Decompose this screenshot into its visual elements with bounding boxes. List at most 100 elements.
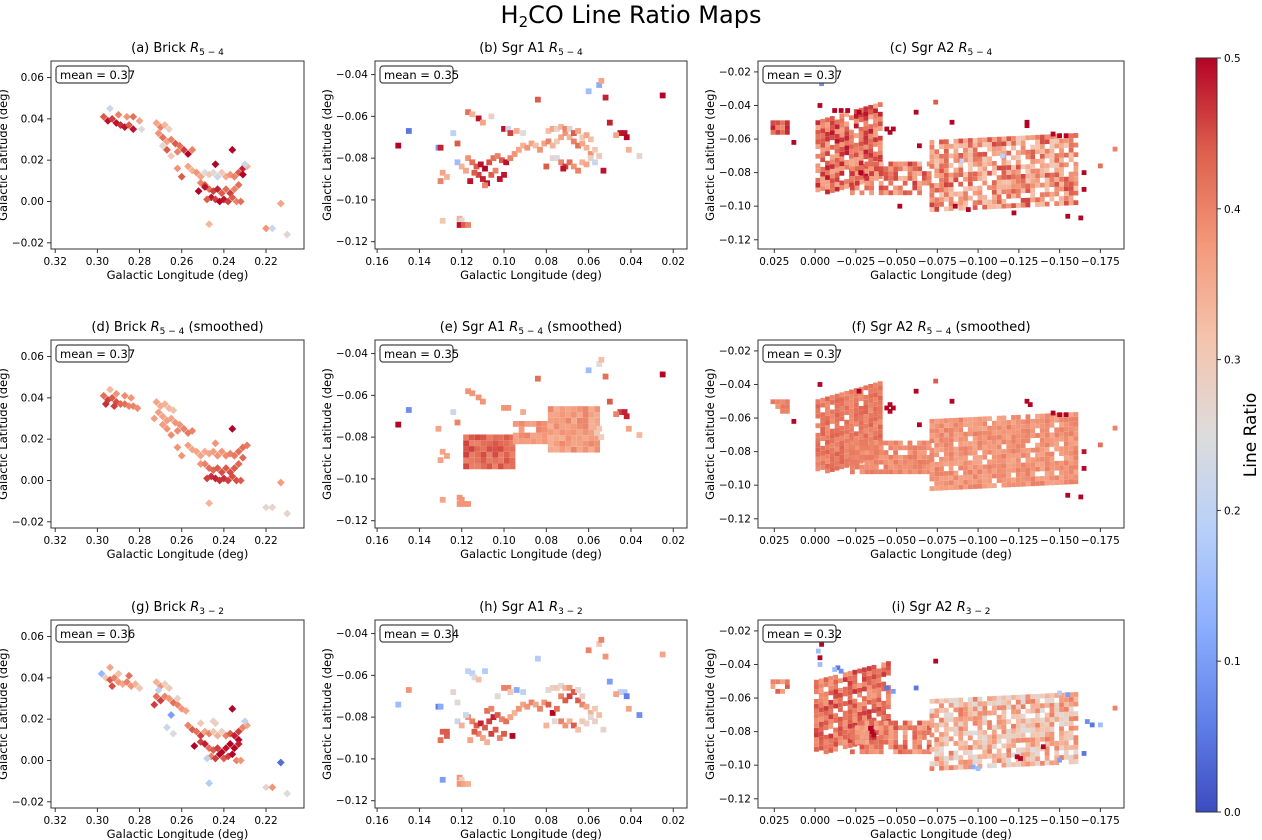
data-pixel [907,171,913,176]
data-pixel [820,147,826,153]
x-tick-label: 0.08 [535,815,558,827]
data-pixel [953,148,959,154]
data-pixel [926,720,932,726]
data-pixel [854,459,860,465]
data-pixel [222,464,230,472]
data-pixel [858,429,864,435]
data-pixel [213,731,222,740]
data-pixel [137,125,146,134]
data-pixel [934,756,940,762]
data-pixel [1030,481,1036,487]
data-pixel [820,152,826,158]
data-pixel [1059,726,1064,732]
data-pixel [818,702,824,708]
data-pixel [823,734,829,740]
data-pixel [948,163,954,168]
data-pixel [929,207,935,212]
data-pixel [1073,440,1079,446]
data-pixel [219,754,228,763]
data-pixel [477,720,484,727]
data-pixel [1006,169,1012,175]
data-pixel [173,164,182,173]
data-pixel [893,445,898,451]
data-pixel [1039,197,1045,202]
data-pixel [948,726,954,732]
data-pixel [1039,192,1045,198]
data-pixel [902,744,908,750]
data-pixel [1015,414,1021,420]
data-pixel [876,673,882,679]
data-pixel [1015,188,1021,194]
y-tick-label: 0.04 [21,672,45,684]
data-pixel [842,691,848,697]
data-pixel [834,446,840,452]
data-pixel [859,190,865,196]
panel-title-ratio: R [958,41,967,56]
data-pixel [1078,494,1084,500]
data-pixel [948,470,954,476]
data-pixel [503,718,510,725]
data-pixel [1030,703,1036,709]
data-pixel [934,168,940,174]
data-pixel [991,184,997,190]
x-tick-label: 0.24 [212,535,236,547]
data-pixel [201,740,209,748]
data-pixel [1068,692,1074,698]
data-pixel [967,186,973,191]
data-pixel [847,695,853,700]
data-pixel [1035,139,1040,145]
data-pixel [869,440,874,446]
data-pixel [972,421,978,427]
data-pixel [934,182,940,188]
axes-frame [50,619,305,809]
data-pixel [534,655,541,662]
mean-text: mean = 0.37 [60,347,135,361]
data-pixel [977,696,983,702]
data-pixel [1063,436,1069,442]
data-pixel [1059,167,1064,173]
data-pixel [1039,413,1045,419]
data-pixel [780,399,785,405]
data-pixel [1059,427,1064,432]
data-pixel [120,123,129,132]
data-pixel [963,702,968,707]
x-tick-label: −0.150 [1040,815,1079,827]
y-tick-label: 0.00 [21,196,44,208]
data-pixel [520,689,526,695]
data-pixel [1097,442,1103,448]
data-pixel [987,749,992,754]
data-pixel [579,693,586,700]
data-pixel [479,119,486,126]
data-pixel [228,145,237,154]
data-pixel [991,189,997,195]
data-pixel [582,411,589,418]
data-pixel [943,760,949,766]
data-pixel [934,423,940,429]
data-pixel [814,698,819,704]
data-pixel [863,414,869,419]
mean-annotation: mean = 0.35 [379,344,459,363]
data-pixel [987,753,992,759]
panel-title-ratio-sub: 3 − 2 [966,607,991,617]
data-pixel [1020,752,1026,758]
data-pixel [987,146,992,152]
data-pixel [509,457,516,464]
data-pixel [849,454,855,460]
data-pixel [1068,176,1074,182]
panel-title-label: (a) Brick [131,41,190,56]
data-pixel [982,478,988,484]
data-pixel [917,161,922,167]
data-pixel [480,457,487,464]
data-pixel [893,454,898,460]
data-pixel [1073,696,1079,702]
data-pixel [967,138,973,143]
data-pixel [844,390,850,396]
data-pixel [184,150,192,158]
data-pixel [1068,701,1074,707]
data-pixel [1001,453,1007,459]
data-pixel [869,166,874,172]
data-pixel [815,432,821,438]
data-pixel [958,726,964,732]
data-pixel [1044,442,1050,448]
data-pixel [849,418,854,424]
